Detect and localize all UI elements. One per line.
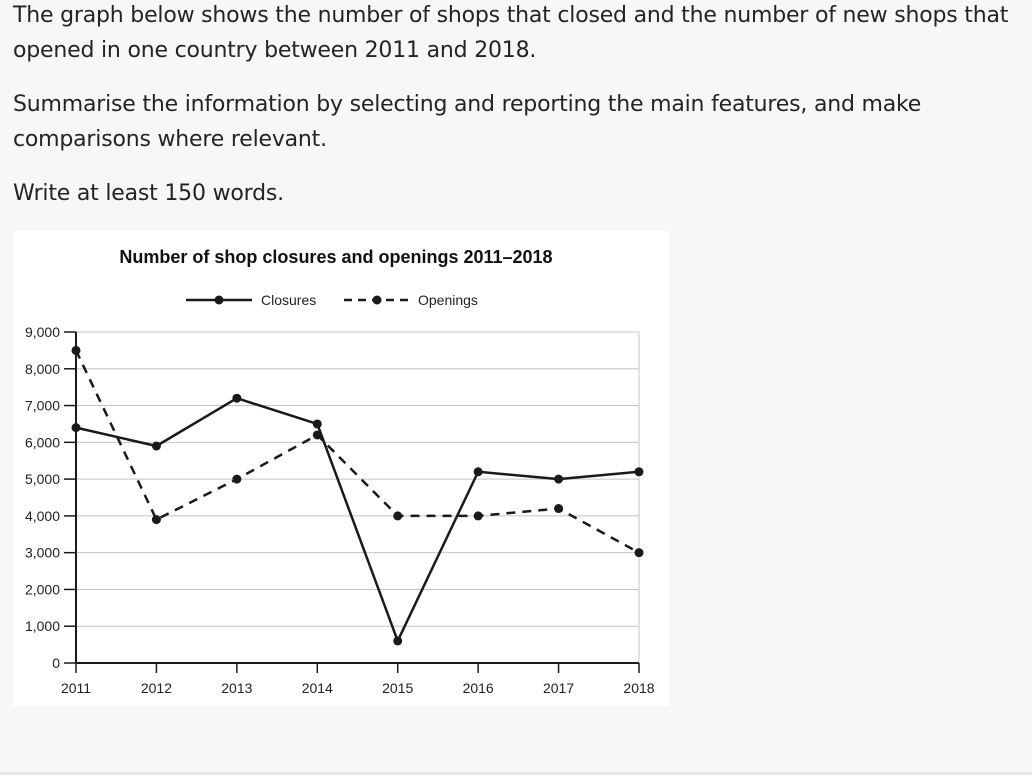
y-tick-label: 1,000 <box>25 618 60 634</box>
legend-openings-marker <box>372 295 382 305</box>
bottom-divider <box>0 772 1032 775</box>
chart-legend: Closures Openings <box>186 292 478 308</box>
series-closures-point-2012 <box>151 441 161 451</box>
x-tick-label: 2014 <box>302 680 333 696</box>
chart-figure: Number of shop closures and openings 201… <box>13 231 669 706</box>
y-tick-label: 3,000 <box>25 545 60 561</box>
prompt-paragraph-instructions: Summarise the information by selecting a… <box>13 92 922 152</box>
y-tick-label: 2,000 <box>25 581 60 597</box>
series-openings-line <box>74 349 640 554</box>
chart-axes: 0 1,000 2,000 3,000 4,000 5,000 6,000 7,000 8,00… <box>25 324 655 696</box>
prompt-paragraph-word-count: Write at least 150 words. <box>13 181 284 206</box>
prompt-paragraph-graph-description: The graph below shows the number of shop… <box>13 3 1009 63</box>
series-openings-point-2011 <box>71 345 81 355</box>
x-tick-label: 2016 <box>463 680 494 696</box>
x-tick-label: 2011 <box>61 680 91 696</box>
series-closures-point-2011 <box>71 423 81 433</box>
series-openings-point-2017 <box>554 504 564 514</box>
legend-closures-marker <box>214 295 224 305</box>
legend-closures-label: Closures <box>261 292 316 308</box>
series-closures-point-2014 <box>312 419 322 429</box>
series-closures-point-2013 <box>232 393 242 403</box>
series-openings-point-2013 <box>232 474 242 484</box>
x-tick-label: 2012 <box>141 680 172 696</box>
chart-gridlines <box>76 331 640 663</box>
x-tick-label: 2018 <box>623 680 654 696</box>
y-tick-label: 7,000 <box>25 398 60 414</box>
series-closures-point-2016 <box>473 467 483 477</box>
legend-openings-label: Openings <box>418 292 478 308</box>
chart-series <box>71 345 644 646</box>
series-openings-point-2012 <box>151 515 161 525</box>
y-tick-label: 0 <box>52 655 60 671</box>
chart-title: Number of shop closures and openings 201… <box>119 247 552 267</box>
series-closures-line <box>75 396 640 643</box>
x-tick-label: 2013 <box>221 680 252 696</box>
y-tick-label: 9,000 <box>25 324 60 340</box>
x-tick-label: 2015 <box>382 680 413 696</box>
y-tick-label: 5,000 <box>25 471 60 487</box>
series-closures-point-2015 <box>393 636 403 646</box>
line-chart: Number of shop closures and openings 201… <box>25 247 655 696</box>
series-closures-point-2017 <box>554 474 564 484</box>
series-closures-point-2018 <box>634 467 644 477</box>
y-tick-label: 4,000 <box>25 508 60 524</box>
y-tick-label: 6,000 <box>25 434 60 450</box>
series-openings-point-2015 <box>393 511 403 521</box>
y-tick-label: 8,000 <box>25 361 60 377</box>
series-openings-point-2018 <box>634 548 644 558</box>
series-openings-point-2016 <box>473 511 483 521</box>
x-tick-label: 2017 <box>543 680 574 696</box>
